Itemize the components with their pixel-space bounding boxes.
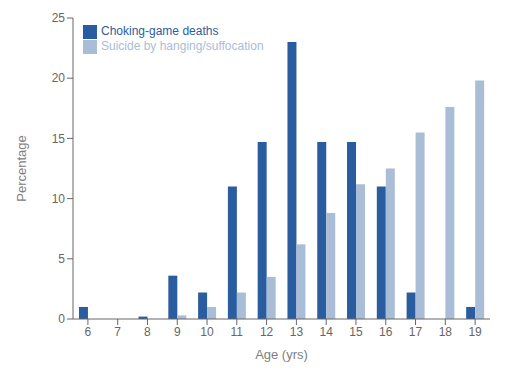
svg-text:17: 17 — [409, 325, 423, 339]
svg-text:20: 20 — [52, 71, 66, 85]
svg-text:Percentage: Percentage — [14, 135, 29, 202]
svg-text:19: 19 — [468, 325, 482, 339]
svg-text:13: 13 — [290, 325, 304, 339]
svg-text:12: 12 — [260, 325, 274, 339]
html-text:Choking-game deaths: Choking-game deaths — [101, 24, 219, 38]
svg-text:6: 6 — [85, 325, 92, 339]
svg-text:10: 10 — [52, 192, 66, 206]
svg-text:18: 18 — [439, 325, 453, 339]
svg-text:7: 7 — [114, 325, 121, 339]
html-text:Suicide by hanging/suffocation: Suicide by hanging/suffocation — [101, 38, 264, 53]
svg-text:8: 8 — [144, 325, 151, 339]
svg-text:16: 16 — [379, 325, 393, 339]
svg-text:5: 5 — [58, 252, 65, 266]
svg-text:11: 11 — [231, 325, 244, 339]
svg-text:15: 15 — [349, 325, 363, 339]
svg-text:Age (yrs): Age (yrs) — [255, 347, 308, 362]
svg-text:10: 10 — [200, 325, 214, 339]
svg-text:0: 0 — [58, 312, 65, 326]
svg-text:14: 14 — [319, 325, 333, 339]
svg-text:9: 9 — [174, 325, 181, 339]
svg-text:15: 15 — [52, 132, 66, 146]
svg-text:25: 25 — [52, 11, 66, 25]
